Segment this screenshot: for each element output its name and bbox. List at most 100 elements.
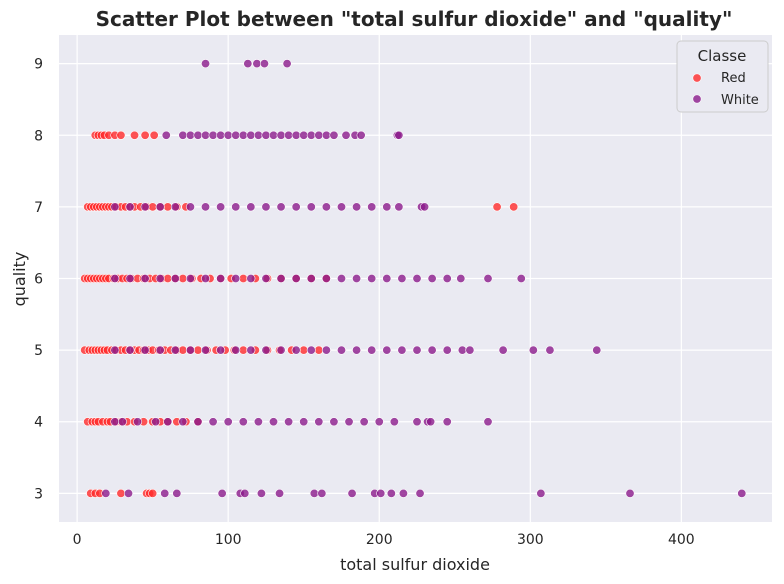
data-point-white (275, 488, 285, 498)
data-point-white (347, 488, 357, 498)
data-point-white (394, 130, 404, 140)
data-point-white (376, 488, 386, 498)
data-point-white (216, 130, 226, 140)
data-point-red (178, 345, 188, 355)
data-point-white (625, 488, 635, 498)
data-point-white (291, 273, 301, 283)
data-point-white (276, 130, 286, 140)
data-point-white (185, 273, 195, 283)
data-point-white (329, 130, 339, 140)
data-point-white (352, 273, 362, 283)
legend-title: Classe (698, 47, 747, 65)
data-point-white (528, 345, 538, 355)
data-point-white (367, 273, 377, 283)
data-point-white (344, 417, 354, 427)
data-point-white (238, 417, 248, 427)
data-point-white (592, 345, 602, 355)
data-point-white (208, 417, 218, 427)
data-point-white (253, 130, 263, 140)
data-point-white (231, 130, 241, 140)
data-point-white (216, 273, 226, 283)
data-point-white (498, 345, 508, 355)
legend: Classe Red White (676, 40, 769, 113)
data-point-white (133, 417, 143, 427)
data-point-white (398, 488, 408, 498)
data-point-white (336, 345, 346, 355)
data-point-white (223, 130, 233, 140)
y-tick-label: 8 (34, 128, 43, 144)
data-point-white (125, 273, 135, 283)
y-axis-label: quality (10, 252, 29, 307)
data-point-white (110, 345, 120, 355)
data-point-white (178, 417, 188, 427)
chart-title: Scatter Plot between "total sulfur dioxi… (96, 7, 733, 31)
data-point-white (374, 417, 384, 427)
data-point-white (397, 345, 407, 355)
data-point-white (382, 273, 392, 283)
data-point-white (336, 273, 346, 283)
y-tick-label: 9 (34, 57, 43, 73)
data-point-red (149, 130, 159, 140)
data-point-white (412, 345, 422, 355)
y-tick-label: 6 (34, 272, 43, 288)
y-tick-label: 4 (34, 415, 43, 431)
data-point-white (352, 345, 362, 355)
data-point-white (246, 273, 256, 283)
data-point-white (737, 488, 747, 498)
data-point-white (382, 345, 392, 355)
data-point-white (291, 345, 301, 355)
data-point-white (178, 130, 188, 140)
data-point-white (359, 417, 369, 427)
data-point-red (148, 488, 158, 498)
data-point-white (252, 59, 262, 69)
data-point-white (321, 202, 331, 212)
data-point-white (483, 273, 493, 283)
data-point-white (276, 273, 286, 283)
data-point-white (140, 273, 150, 283)
data-point-white (306, 202, 316, 212)
data-point-white (261, 345, 271, 355)
data-point-white (110, 202, 120, 212)
data-point-red (116, 130, 126, 140)
data-point-white (101, 488, 111, 498)
data-point-white (261, 202, 271, 212)
data-point-red (509, 202, 519, 212)
data-point-white (415, 488, 425, 498)
data-point-white (155, 202, 165, 212)
data-point-white (427, 273, 437, 283)
data-point-white (442, 345, 452, 355)
data-point-white (201, 130, 211, 140)
data-point-white (317, 488, 327, 498)
y-tick-label: 3 (34, 486, 43, 502)
data-point-white (420, 202, 430, 212)
data-point-white (536, 488, 546, 498)
data-point-white (412, 273, 422, 283)
data-point-white (240, 488, 250, 498)
x-tick-label: 200 (366, 532, 393, 548)
data-point-white (246, 202, 256, 212)
legend-marker-white (692, 94, 702, 104)
data-point-red (140, 130, 150, 140)
data-point-white (193, 417, 203, 427)
data-point-white (309, 488, 319, 498)
data-point-white (172, 488, 182, 498)
data-point-white (306, 273, 316, 283)
data-point-white (321, 345, 331, 355)
data-point-white (442, 417, 452, 427)
series-white (101, 59, 747, 498)
data-point-white (231, 202, 241, 212)
data-point-white (284, 417, 294, 427)
data-point-white (314, 130, 324, 140)
data-point-white (329, 417, 339, 427)
data-point-red (163, 202, 173, 212)
data-point-white (201, 202, 211, 212)
data-point-white (382, 202, 392, 212)
data-point-white (243, 59, 253, 69)
data-point-white (256, 488, 266, 498)
data-point-white (223, 417, 233, 427)
data-point-white (155, 345, 165, 355)
data-point-white (160, 488, 170, 498)
data-point-white (465, 345, 475, 355)
data-point-white (140, 202, 150, 212)
